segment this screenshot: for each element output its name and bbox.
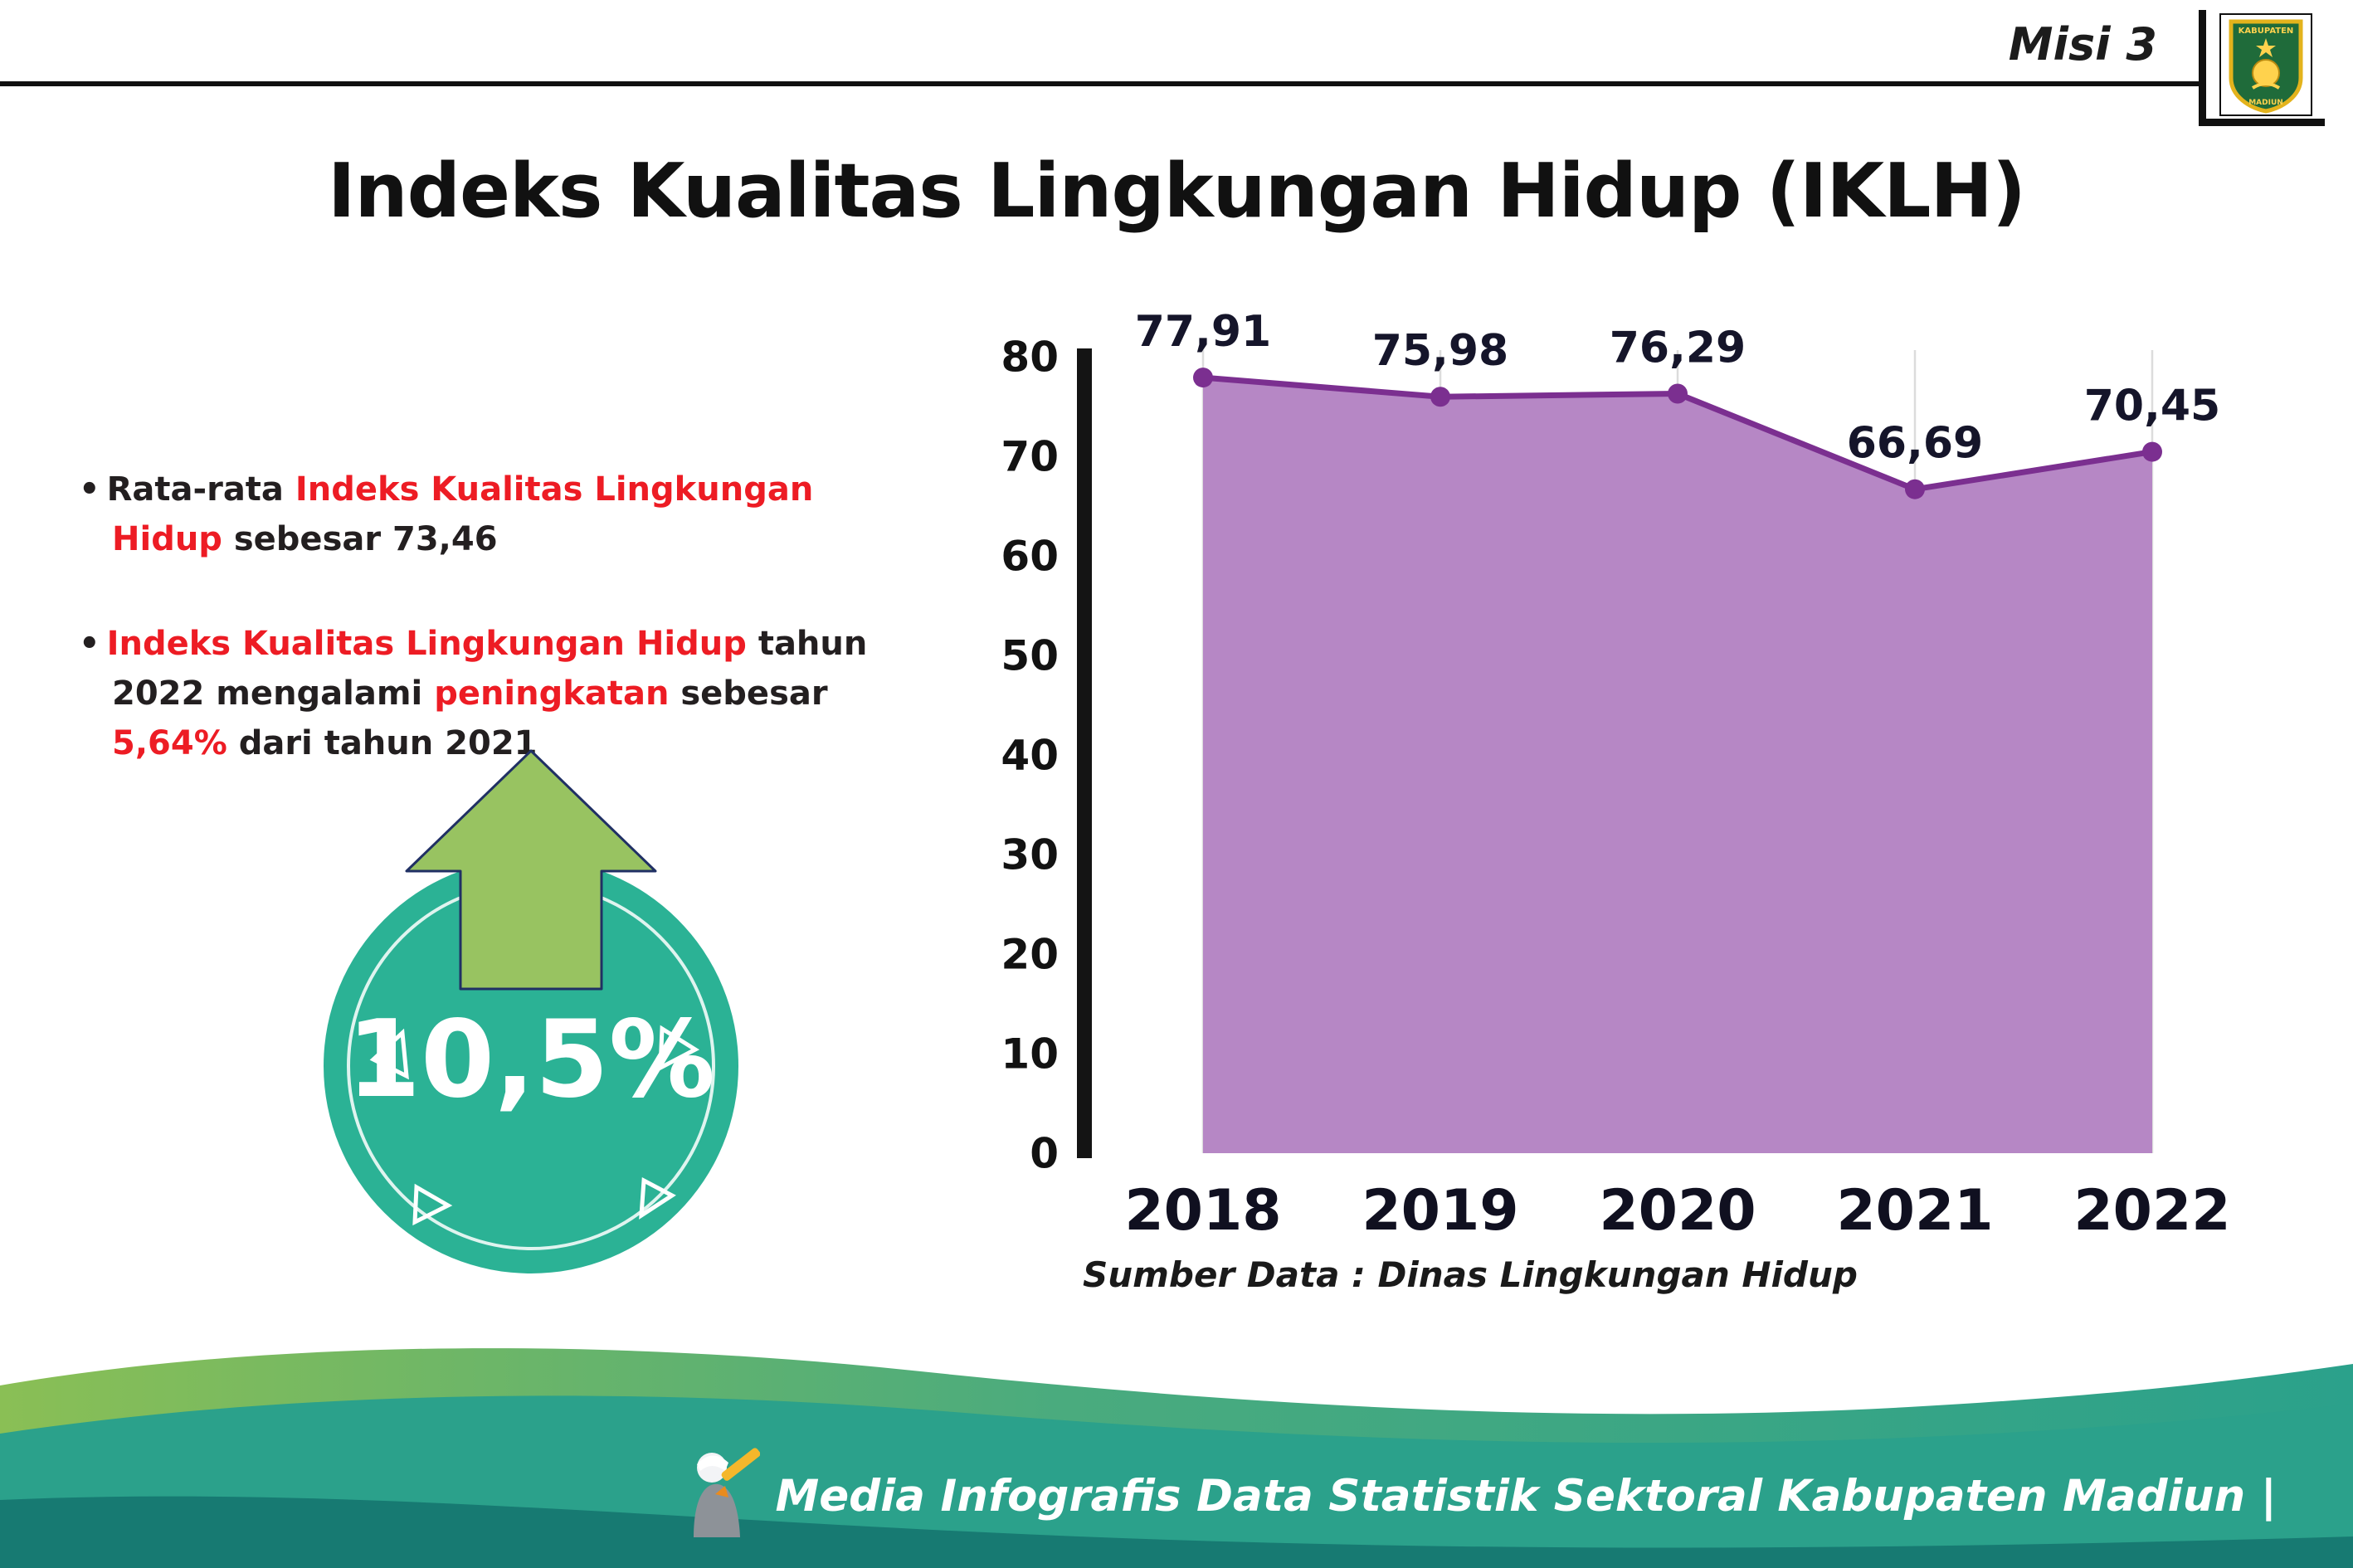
svg-text:KABUPATEN: KABUPATEN: [2238, 27, 2293, 36]
bullet-text: tahun 2022 mengalami: [112, 625, 868, 713]
svg-text:30: 30: [1001, 831, 1059, 879]
badge-value: 10,5%: [346, 998, 716, 1122]
page-title: Indeks Kualitas Lingkungan Hidup (IKLH): [328, 148, 2026, 236]
area-fill: [1203, 377, 2152, 1153]
bullet-text: sebesar: [669, 674, 828, 713]
increase-arrow-icon: [405, 749, 657, 991]
bullet-text: dari tahun 2021: [227, 724, 538, 762]
iklh-chart-container: 0 10 20 30 40 50 60 70 80 77,91 75,98 76,29 66,69 70,…: [954, 299, 2282, 1253]
svg-text:70,45: 70,45: [2084, 382, 2220, 431]
misi-label: Misi 3: [2008, 18, 2157, 71]
svg-text:2018: 2018: [1124, 1178, 1281, 1244]
svg-text:60: 60: [1001, 533, 1059, 581]
svg-text:20: 20: [1001, 931, 1059, 979]
svg-text:50: 50: [1001, 632, 1059, 680]
svg-text:80: 80: [1001, 334, 1059, 382]
iklh-area-chart: 0 10 20 30 40 50 60 70 80 77,91 75,98 76,29 66,69 70,…: [1001, 307, 2230, 1244]
svg-text:40: 40: [1001, 732, 1059, 780]
svg-text:2022: 2022: [2073, 1178, 2230, 1244]
bullet-text: Rata-rata: [106, 470, 295, 509]
mascot-icon: [694, 1448, 761, 1537]
svg-text:0: 0: [1030, 1130, 1059, 1178]
y-axis-line: [1077, 348, 1092, 1158]
svg-text:2019: 2019: [1362, 1178, 1518, 1244]
bullet-average-iklh: Rata-rata Indeks Kualitas Lingkungan Hid…: [79, 465, 909, 564]
svg-text:70: 70: [1001, 433, 1059, 481]
bullet-text: sebesar 73,46: [222, 520, 498, 558]
bullet-text-highlight: Indeks Kualitas Lingkungan Hidup: [106, 625, 747, 663]
badge-triangle-accents: [369, 1025, 700, 1226]
key-points: Rata-rata Indeks Kualitas Lingkungan Hid…: [79, 465, 909, 823]
svg-text:66,69: 66,69: [1847, 419, 1983, 469]
kabupaten-madiun-logo-icon: KABUPATEN MADIUN: [2219, 12, 2312, 116]
bullet-text-highlight: Indeks Kualitas Lingkungan Hidup: [112, 470, 814, 558]
bullet-text-highlight: peningkatan: [434, 674, 670, 713]
svg-text:2021: 2021: [1836, 1178, 1993, 1244]
bullet-text-highlight: 5,64%: [112, 724, 227, 762]
bullet-increase-2022: Indeks Kualitas Lingkungan Hidup tahun 2…: [79, 619, 909, 768]
kabupaten-madiun-logo: KABUPATEN MADIUN: [2199, 10, 2325, 126]
svg-text:10: 10: [1001, 1030, 1059, 1079]
svg-text:75,98: 75,98: [1372, 326, 1508, 376]
top-divider: [0, 81, 2200, 86]
svg-text:2020: 2020: [1599, 1178, 1756, 1244]
footer-wave-graphic: [0, 1348, 2353, 1568]
data-points: [1193, 368, 2162, 499]
footer-credit: Media Infografis Data Statistik Sektoral…: [775, 1470, 2277, 1522]
svg-text:MADIUN: MADIUN: [2248, 99, 2283, 107]
y-axis-labels: 0 10 20 30 40 50 60 70 80: [1001, 334, 1059, 1178]
svg-text:76,29: 76,29: [1610, 324, 1746, 373]
footer-bar: Media Infografis Data Statistik Sektoral…: [0, 1442, 2353, 1550]
source-note: Sumber Data : Dinas Lingkungan Hidup: [1083, 1254, 1858, 1295]
data-labels: 77,91 75,98 76,29 66,69 70,45: [1135, 307, 2220, 469]
x-axis-labels: 2018 2019 2020 2021 2022: [1124, 1178, 2230, 1244]
svg-text:77,91: 77,91: [1135, 307, 1271, 357]
